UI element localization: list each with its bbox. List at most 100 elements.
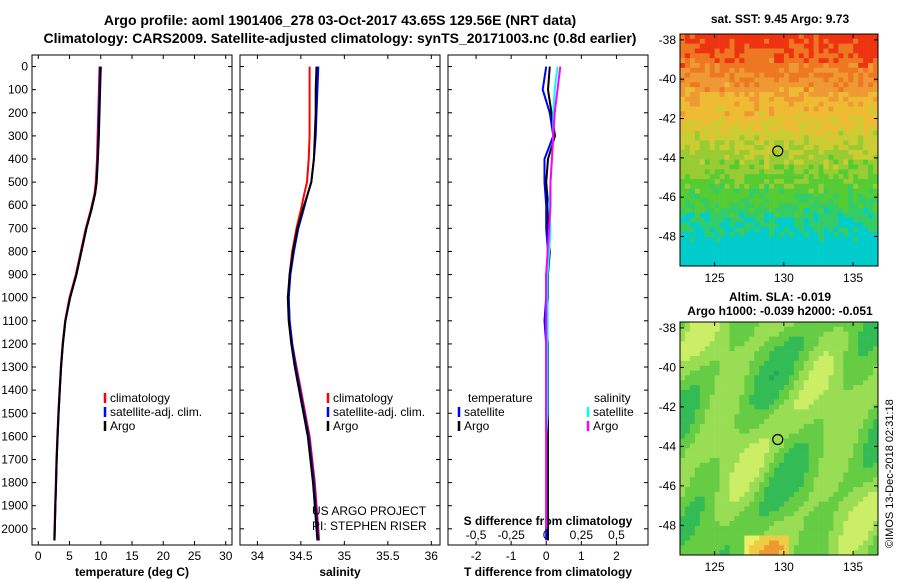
sst-map-cell	[843, 179, 849, 185]
sst-map-cell	[734, 174, 740, 180]
sla-map-cell	[863, 550, 869, 556]
sla-map-cell	[833, 355, 839, 362]
sla-map-cell	[783, 370, 790, 376]
sla-map-cell	[788, 462, 795, 468]
sst-map-cell	[858, 150, 864, 156]
sla-map-cell	[803, 414, 809, 420]
sla-map-cell	[858, 501, 864, 507]
sla-map-cell	[694, 516, 701, 522]
sst-map-cell	[684, 246, 691, 252]
sst-map-cell	[709, 135, 715, 141]
sla-map-cell	[719, 423, 725, 430]
sst-map-cell	[783, 251, 790, 257]
sst-map-cell	[813, 261, 819, 267]
sst-map-cell	[734, 256, 740, 262]
sst-map-cell	[868, 188, 874, 194]
sla-map-cell	[798, 482, 805, 488]
sla-map-cell	[684, 516, 691, 522]
sst-map-cell	[798, 217, 805, 223]
sst-map-cell	[754, 67, 760, 73]
sst-map-cell	[764, 34, 770, 40]
sla-map-cell	[759, 365, 765, 371]
sst-map-cell	[813, 222, 819, 228]
sla-map-cell	[828, 326, 834, 332]
sst-map-cell	[868, 82, 874, 88]
sla-map-cell	[744, 370, 750, 376]
sla-map-cell	[833, 380, 839, 386]
sst-map-cell	[769, 116, 775, 122]
sla-map-cell	[783, 322, 790, 328]
sst-map-cell	[744, 150, 750, 156]
sla-map-cell	[764, 331, 770, 337]
sst-map-cell	[793, 232, 800, 238]
sla-map-cell	[729, 482, 735, 488]
sst-map-cell	[749, 159, 755, 165]
sla-map-cell	[714, 370, 720, 376]
sst-map-cell	[739, 232, 745, 238]
sst-map-cell	[828, 241, 834, 247]
sst-map-cell	[808, 208, 814, 214]
sla-map-cell	[808, 322, 814, 328]
sla-map-cell	[818, 482, 824, 488]
sst-map-cell	[749, 48, 755, 54]
sst-map-cell	[793, 145, 800, 151]
sst-map-cell	[684, 106, 691, 112]
sla-map-cell	[739, 322, 745, 328]
sla-map-cell	[833, 438, 839, 444]
sla-map-cell	[719, 453, 725, 459]
sla-map-cell	[858, 419, 864, 425]
sla-map-cell	[680, 428, 686, 434]
sla-map-cell	[754, 506, 760, 512]
sst-map-cell	[709, 82, 715, 88]
sst-map-cell	[788, 179, 795, 185]
sst-map-cell	[843, 188, 849, 194]
sst-map-cell	[754, 188, 760, 194]
sst-map-cell	[764, 63, 770, 69]
sla-map-cell	[779, 491, 785, 498]
sla-map-cell	[684, 521, 691, 527]
sst-map-cell	[803, 67, 809, 73]
sst-map-cell	[734, 38, 740, 44]
sla-map-cell	[853, 477, 859, 483]
sst-map-cell	[704, 164, 710, 170]
sst-map-cell	[680, 222, 686, 228]
sla-map-cell	[759, 326, 765, 332]
sla-map-cell	[833, 365, 839, 371]
depth-tick-label: 1900	[1, 499, 28, 513]
sst-map-cell	[769, 87, 775, 93]
sla-map-cell	[853, 472, 859, 478]
sst-map-cell	[699, 159, 706, 165]
sst-map-cell	[873, 43, 879, 49]
sst-map-cell	[853, 63, 859, 69]
sla-map-cell	[684, 326, 691, 332]
sst-map-cell	[793, 150, 800, 156]
sla-map-cell	[858, 467, 864, 473]
sst-map-cell	[833, 116, 839, 122]
sst-map-cell	[769, 72, 775, 78]
sla-map-cell	[818, 322, 824, 328]
sla-map-cell	[749, 375, 755, 381]
sla-map-cell	[833, 322, 839, 328]
sst-map-cell	[694, 174, 701, 180]
sla-map-cell	[714, 331, 720, 337]
sla-map-cell	[808, 496, 814, 502]
sla-map-cell	[788, 457, 795, 464]
sla-map-cell	[749, 409, 755, 415]
sla-map-cell	[873, 491, 879, 498]
sla-map-cell	[808, 453, 814, 459]
sst-map-cell	[774, 246, 780, 252]
sst-map-cell	[833, 251, 839, 257]
sst-map-cell	[709, 67, 715, 73]
sst-map-cell	[793, 251, 800, 257]
sst-map-cell	[714, 53, 720, 59]
sst-map-cell	[754, 217, 760, 223]
sst-map-cell	[689, 198, 696, 204]
sst-map-cell	[714, 63, 720, 69]
sst-map-cell	[793, 82, 800, 88]
sst-map-cell	[714, 116, 720, 122]
sst-map-cell	[793, 241, 800, 247]
sla-map-cell	[843, 482, 849, 488]
sla-map-cell	[759, 530, 765, 536]
sla-map-cell	[838, 346, 844, 352]
sla-map-cell	[873, 423, 879, 430]
